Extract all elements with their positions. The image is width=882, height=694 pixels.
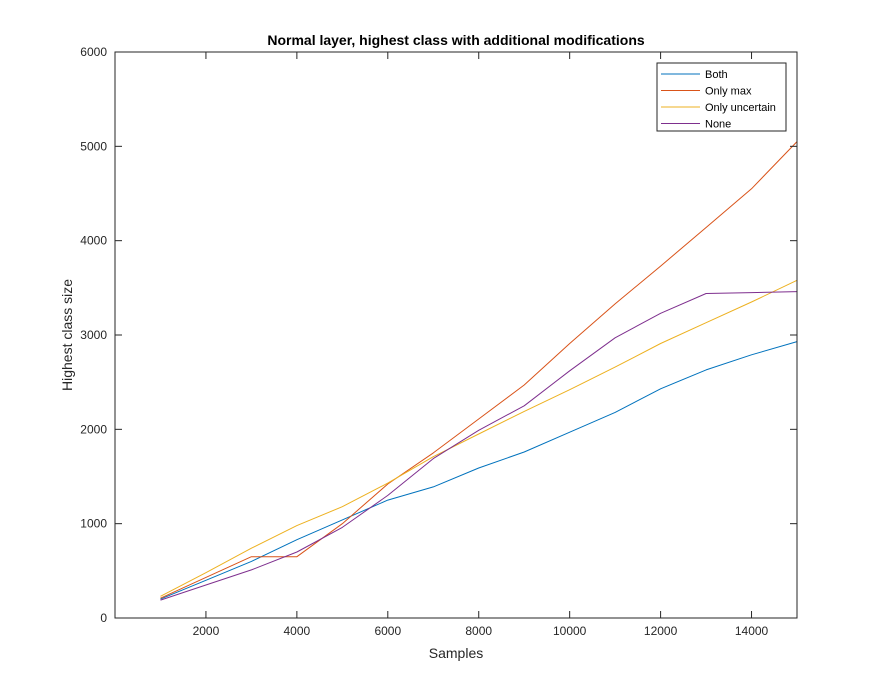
series-line-only-max xyxy=(160,141,798,599)
legend-label-only-max: Only max xyxy=(705,86,752,98)
y-axis-label: Highest class size xyxy=(59,279,75,391)
y-tick-label: 1000 xyxy=(80,517,107,531)
legend-label-none: None xyxy=(705,119,731,131)
y-tick-label: 4000 xyxy=(80,234,107,248)
x-tick-label: 2000 xyxy=(193,624,220,638)
y-tick-label: 3000 xyxy=(80,328,107,342)
y-tick-label: 2000 xyxy=(80,422,107,436)
y-tick-label: 6000 xyxy=(80,45,107,59)
x-tick-label: 12000 xyxy=(644,624,678,638)
series-layer xyxy=(160,141,798,601)
x-tick-label: 4000 xyxy=(284,624,311,638)
y-axis-ticks: 0 1000 2000 3000 4000 5000 6000 xyxy=(80,45,797,625)
plot-area-background xyxy=(115,52,797,618)
x-tick-label: 8000 xyxy=(465,624,492,638)
x-tick-label: 14000 xyxy=(735,624,769,638)
legend-label-only-uncertain: Only uncertain xyxy=(705,102,776,114)
y-tick-label: 5000 xyxy=(80,139,107,153)
y-tick-label: 0 xyxy=(100,611,107,625)
x-tick-label: 6000 xyxy=(374,624,401,638)
series-line-only-uncertain xyxy=(160,279,798,597)
legend: Both Only max Only uncertain None xyxy=(656,62,787,132)
x-axis-ticks: 2000 4000 6000 8000 10000 12000 14000 xyxy=(193,52,769,638)
x-axis-label: Samples xyxy=(429,645,483,661)
legend-label-both: Both xyxy=(705,69,728,81)
series-line-both xyxy=(160,341,798,600)
chart-title: Normal layer, highest class with additio… xyxy=(267,32,645,48)
series-line-none xyxy=(160,291,798,601)
x-tick-label: 10000 xyxy=(553,624,587,638)
